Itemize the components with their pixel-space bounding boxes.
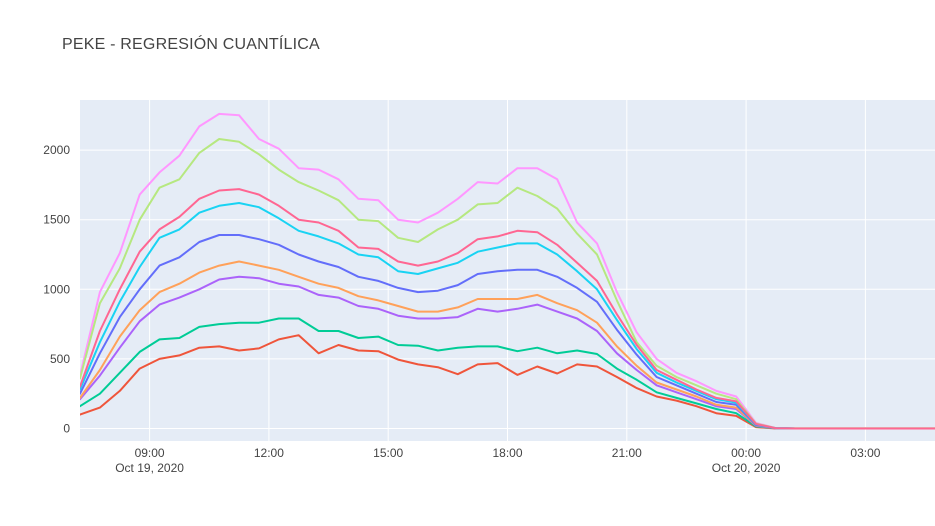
chart-title: PEKE - REGRESIÓN CUANTÍLICA <box>62 36 320 53</box>
x-tick-label: 00:00 <box>731 446 761 460</box>
y-tick-label: 1000 <box>43 282 70 296</box>
x-tick-sublabel: Oct 20, 2020 <box>712 461 781 475</box>
x-tick-label: 12:00 <box>254 446 284 460</box>
x-tick-label: 21:00 <box>612 446 642 460</box>
x-tick-label: 18:00 <box>492 446 522 460</box>
y-tick-label: 0 <box>63 421 70 435</box>
x-tick-label: 09:00 <box>135 446 165 460</box>
x-tick-label: 15:00 <box>373 446 403 460</box>
y-tick-label: 500 <box>50 352 70 366</box>
x-tick-label: 03:00 <box>850 446 880 460</box>
series-lines <box>80 112 935 430</box>
y-tick-label: 1500 <box>43 213 70 227</box>
series-line-9 <box>80 188 935 430</box>
x-tick-sublabel: Oct 19, 2020 <box>115 461 184 475</box>
y-tick-label: 2000 <box>43 143 70 157</box>
